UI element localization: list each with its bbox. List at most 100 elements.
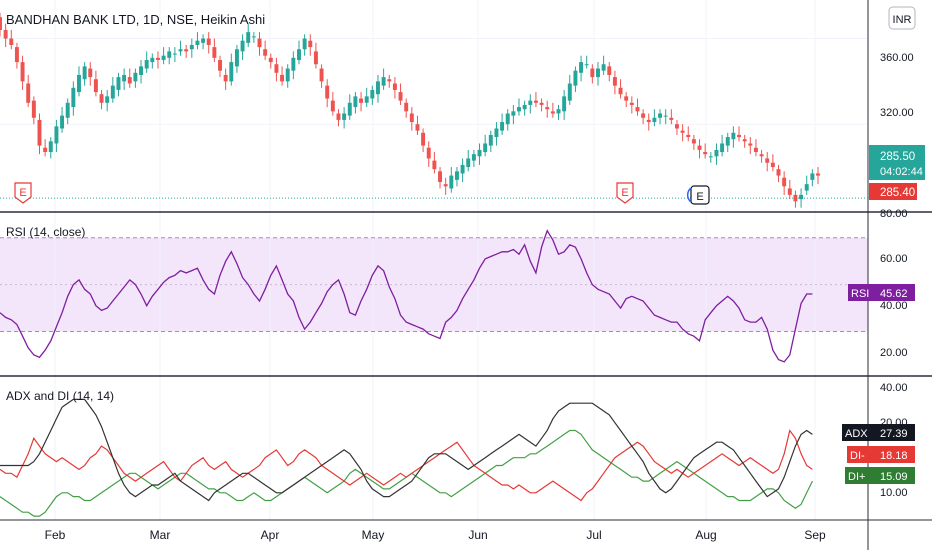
candle-body: [392, 83, 397, 90]
candle-body: [663, 115, 668, 117]
price-tick: 320.00: [880, 107, 914, 119]
di-plus-value: 15.09: [880, 471, 908, 483]
candle-body: [133, 72, 138, 82]
candle-body: [612, 77, 617, 86]
candle-body: [155, 57, 160, 60]
candle-body: [313, 51, 318, 65]
candle-body: [172, 53, 177, 55]
candle-body: [263, 49, 268, 56]
candle-body: [517, 107, 521, 112]
candle-body: [31, 100, 36, 118]
candle-body: [184, 49, 189, 52]
di-minus-name-label: DI-: [850, 450, 865, 462]
candle-body: [471, 154, 476, 161]
earnings-marker[interactable]: E: [14, 182, 32, 204]
candle-body: [105, 96, 110, 103]
adx-line: [0, 398, 813, 502]
candle-body: [765, 158, 770, 163]
current-price-badge-bg: [869, 145, 925, 180]
time-axis-label: May: [362, 528, 385, 542]
candle-body: [116, 77, 121, 90]
candle-body: [674, 124, 679, 129]
symbol-title[interactable]: BANDHAN BANK LTD, 1D, NSE, Heikin Ashi: [6, 12, 265, 27]
earnings-marker[interactable]: E: [616, 182, 634, 204]
candle-body: [584, 64, 589, 66]
di-plus-value-badge: [870, 467, 915, 484]
candle-body: [370, 89, 375, 99]
candle-body: [268, 57, 273, 63]
candle-body: [212, 47, 217, 58]
current-price-value: 285.50: [880, 151, 915, 163]
candle-body: [500, 122, 505, 131]
time-axis[interactable]: Feb Mar Apr May Jun Jul Aug Sep: [45, 528, 826, 542]
candle-body: [725, 137, 730, 146]
candle-body: [291, 57, 296, 71]
candle-body: [387, 79, 392, 82]
candle-body: [150, 57, 155, 63]
candle-body: [505, 113, 510, 125]
candle-body: [641, 113, 646, 118]
rsi-series: [0, 229, 813, 363]
candle-body: [556, 109, 561, 114]
candle-body: [178, 49, 183, 52]
candle-body: [539, 102, 544, 105]
rsi-name-badge: [848, 284, 870, 301]
candle-body: [364, 96, 369, 103]
currency-label: INR: [893, 14, 912, 26]
candle-body: [686, 134, 691, 138]
candle-body: [438, 171, 443, 183]
candle-body: [748, 143, 753, 146]
candle-body: [567, 83, 572, 101]
candle-body: [528, 100, 533, 105]
candle-body: [257, 38, 262, 48]
grid-lines: [0, 0, 868, 520]
candle-body: [477, 149, 482, 157]
rsi-band: [0, 237, 868, 332]
candle-body: [77, 74, 81, 93]
candle-body: [550, 111, 555, 114]
current-price-badge: 285.50 04:02:44: [869, 145, 925, 180]
candle-body: [691, 139, 696, 144]
candle-body: [139, 66, 144, 75]
candle-body: [776, 169, 781, 176]
candle-body: [658, 113, 663, 118]
candle-body: [48, 141, 53, 153]
rsi-line: [0, 229, 813, 363]
candle-body: [302, 38, 307, 50]
time-axis-label: Jul: [586, 528, 601, 542]
rsi-tick: 80.00: [880, 208, 908, 220]
candle-body: [336, 113, 341, 120]
candle-body: [708, 156, 713, 158]
candle-body: [787, 188, 792, 195]
candle-body: [680, 130, 685, 133]
candle-body: [14, 47, 19, 63]
rsi-value-badge: [870, 284, 915, 301]
candle-body: [218, 59, 222, 71]
candle-body: [601, 64, 606, 71]
earnings-label: E: [696, 191, 703, 203]
candle-body: [65, 102, 70, 118]
earnings-marker-upcoming[interactable]: E: [686, 185, 710, 205]
adx-di-series: [0, 398, 813, 517]
currency-button[interactable]: [888, 6, 916, 30]
candle-body: [646, 119, 651, 123]
rsi-legend[interactable]: RSI (14, close): [6, 225, 85, 239]
rsi-tick: 40.00: [880, 300, 908, 312]
candle-body: [810, 173, 815, 180]
adx-legend[interactable]: ADX and DI (14, 14): [6, 389, 114, 403]
adx-value: 27.39: [880, 428, 908, 440]
candle-body: [742, 139, 747, 142]
rsi-value-badges: RSI 45.62: [848, 284, 915, 301]
earnings-upcoming-icon: [690, 185, 710, 205]
candle-body: [799, 194, 804, 200]
candle-body: [770, 162, 775, 168]
candle-body: [759, 154, 764, 157]
candle-body: [415, 124, 420, 131]
time-axis-label: Jun: [468, 528, 487, 542]
candle-body: [483, 143, 488, 153]
di-plus-name-label: DI+: [848, 471, 865, 483]
candle-body: [229, 62, 234, 82]
candle-body: [669, 117, 674, 120]
candle-body: [404, 102, 409, 112]
